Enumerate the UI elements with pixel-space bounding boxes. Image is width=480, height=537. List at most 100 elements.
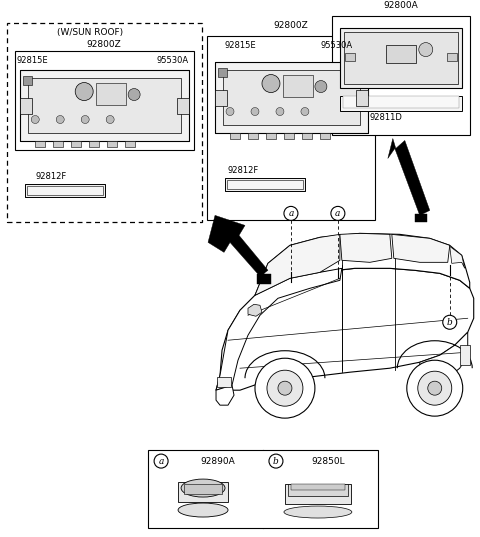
Text: b: b xyxy=(447,318,453,326)
Bar xyxy=(125,141,135,148)
Bar xyxy=(340,27,462,88)
Bar xyxy=(283,75,313,97)
Text: 95530A: 95530A xyxy=(321,41,353,50)
Polygon shape xyxy=(208,215,268,277)
Text: 92890A: 92890A xyxy=(201,456,235,466)
Bar xyxy=(215,62,368,134)
Bar xyxy=(320,134,330,140)
Circle shape xyxy=(75,83,93,100)
Circle shape xyxy=(278,381,292,395)
Circle shape xyxy=(301,107,309,115)
Circle shape xyxy=(128,89,140,100)
Bar xyxy=(332,16,470,135)
Bar xyxy=(227,180,303,190)
Text: 92800Z: 92800Z xyxy=(274,21,308,30)
Bar xyxy=(89,141,99,148)
Bar xyxy=(20,98,32,113)
Circle shape xyxy=(81,115,89,124)
Bar xyxy=(257,274,271,284)
Bar xyxy=(225,178,305,191)
Bar xyxy=(35,141,45,148)
Bar xyxy=(178,482,228,502)
Bar xyxy=(148,450,378,528)
Circle shape xyxy=(443,315,457,329)
Bar xyxy=(344,32,458,84)
Circle shape xyxy=(269,454,283,468)
Bar xyxy=(284,134,294,140)
Polygon shape xyxy=(340,234,392,263)
Polygon shape xyxy=(255,234,470,295)
Text: b: b xyxy=(273,456,279,466)
Bar xyxy=(15,50,194,150)
Polygon shape xyxy=(216,385,234,405)
Text: 92812F: 92812F xyxy=(227,166,258,175)
Polygon shape xyxy=(450,246,465,268)
Bar xyxy=(288,484,348,496)
Circle shape xyxy=(154,454,168,468)
Bar xyxy=(230,134,240,140)
Bar xyxy=(340,96,462,111)
Bar xyxy=(415,214,427,222)
Polygon shape xyxy=(420,332,468,376)
Ellipse shape xyxy=(284,506,352,518)
Bar xyxy=(447,53,457,61)
Bar xyxy=(215,90,227,106)
Bar xyxy=(291,484,345,490)
Text: 92815E: 92815E xyxy=(224,41,256,50)
Bar xyxy=(217,377,231,387)
Text: a: a xyxy=(288,209,294,218)
Bar xyxy=(345,53,355,61)
Bar xyxy=(28,77,181,134)
Bar xyxy=(7,23,202,222)
Text: a: a xyxy=(158,456,164,466)
Polygon shape xyxy=(248,304,262,316)
Bar xyxy=(343,96,459,107)
Bar xyxy=(23,76,32,84)
Text: 92811D: 92811D xyxy=(370,113,403,122)
Bar xyxy=(285,484,351,504)
Bar xyxy=(356,90,368,106)
Circle shape xyxy=(284,206,298,220)
Polygon shape xyxy=(388,139,430,215)
Bar xyxy=(218,68,227,77)
Bar xyxy=(223,70,360,126)
Circle shape xyxy=(31,115,39,124)
Circle shape xyxy=(106,115,114,124)
Circle shape xyxy=(428,381,442,395)
Text: 92812F: 92812F xyxy=(35,172,67,181)
Circle shape xyxy=(418,371,452,405)
Circle shape xyxy=(419,42,433,56)
Bar xyxy=(177,98,189,113)
Polygon shape xyxy=(216,268,474,390)
Circle shape xyxy=(262,75,280,92)
Text: 92815E: 92815E xyxy=(16,56,48,65)
Circle shape xyxy=(56,115,64,124)
Bar xyxy=(207,35,375,220)
Circle shape xyxy=(226,107,234,115)
Bar xyxy=(266,134,276,140)
Bar xyxy=(107,141,117,148)
Polygon shape xyxy=(255,234,340,295)
Circle shape xyxy=(267,370,303,406)
Text: 92800A: 92800A xyxy=(384,1,418,10)
Bar xyxy=(53,141,63,148)
Text: 92800Z: 92800Z xyxy=(87,40,121,49)
Circle shape xyxy=(251,107,259,115)
Bar xyxy=(302,134,312,140)
Circle shape xyxy=(255,358,315,418)
Bar xyxy=(27,186,103,195)
Text: 95530A: 95530A xyxy=(156,56,188,65)
Text: 92850L: 92850L xyxy=(311,456,345,466)
Bar xyxy=(96,83,126,105)
Ellipse shape xyxy=(181,479,225,497)
Bar xyxy=(20,70,189,141)
Text: (W/SUN ROOF): (W/SUN ROOF) xyxy=(57,28,123,37)
Bar xyxy=(71,141,81,148)
Circle shape xyxy=(276,107,284,115)
Polygon shape xyxy=(392,234,450,263)
Text: a: a xyxy=(335,209,341,218)
Polygon shape xyxy=(216,268,342,390)
Bar xyxy=(386,45,416,63)
Bar xyxy=(184,484,222,494)
Bar xyxy=(248,134,258,140)
